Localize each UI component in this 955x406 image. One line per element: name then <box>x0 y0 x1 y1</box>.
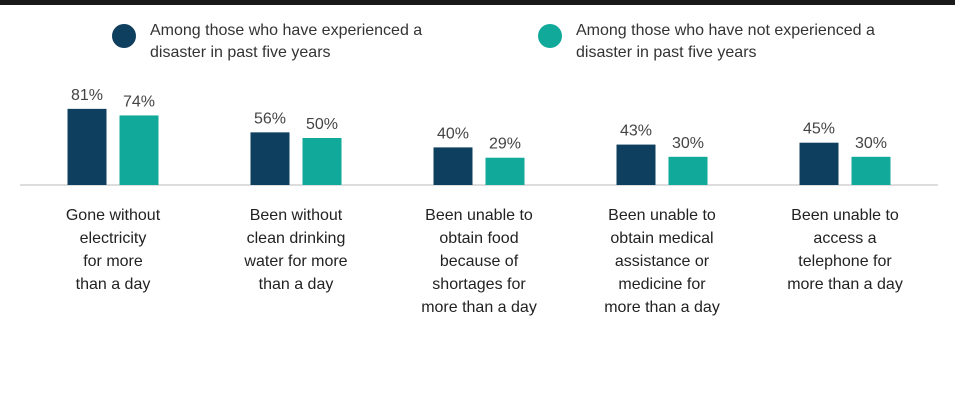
bar-not-experienced-4 <box>851 156 891 185</box>
legend-label-experienced-line2: disaster in past five years <box>150 44 331 61</box>
category-label-3-line-0: Been unable to <box>608 207 716 224</box>
legend-swatch-not-experienced <box>538 24 562 48</box>
data-label-experienced-3: 43% <box>620 123 652 140</box>
category-label-2-line-2: because of <box>439 253 519 270</box>
legend-label-not-experienced-line2: disaster in past five years <box>576 44 757 61</box>
category-label-1-line-3: than a day <box>258 276 334 293</box>
legend-swatch-experienced <box>112 24 136 48</box>
category-label-2-line-4: more than a day <box>421 299 537 316</box>
data-label-not-experienced-0: 74% <box>123 93 155 110</box>
category-label-4: Been unable to access a telephone for more … <box>760 204 930 296</box>
legend-label-experienced: Among those who have experienced a disas… <box>150 20 480 64</box>
legend-label-not-experienced: Among those who have not experienced a d… <box>576 20 906 64</box>
bar-experienced-1 <box>250 132 290 185</box>
legend-label-experienced-line1: Among those who have experienced a <box>150 22 423 39</box>
bar-experienced-2 <box>433 147 473 185</box>
category-label-4-line-3: more than a day <box>787 276 903 293</box>
category-label-0-line-1: electricity <box>79 230 147 247</box>
category-label-1-line-1: clean drinking <box>246 230 346 247</box>
legend: Among those who have experienced a disas… <box>0 20 955 80</box>
bar-experienced-4 <box>799 142 839 185</box>
category-label-1: Been without clean drinking water for more… <box>211 204 381 296</box>
bar-experienced-3 <box>616 144 656 185</box>
bar-not-experienced-3 <box>668 156 708 185</box>
data-label-experienced-1: 56% <box>254 110 286 127</box>
legend-item-not-experienced: Among those who have not experienced a d… <box>538 20 906 64</box>
category-label-1-line-2: water for more <box>244 253 348 270</box>
category-label-0-line-3: than a day <box>75 276 151 293</box>
category-label-3-line-4: more than a day <box>604 299 720 316</box>
category-label-0-line-2: for more <box>83 253 143 270</box>
category-label-2: Been unable to obtain food because of short… <box>394 204 564 319</box>
category-label-3-line-1: obtain medical <box>610 230 714 247</box>
bar-not-experienced-2 <box>485 157 525 185</box>
bar-experienced-0 <box>67 108 107 185</box>
category-label-2-line-0: Been unable to <box>425 207 533 224</box>
data-label-not-experienced-1: 50% <box>306 116 338 133</box>
category-label-0: Gone without electricity for more than a da… <box>28 204 198 296</box>
category-label-3-line-2: assistance or <box>614 253 710 270</box>
category-label-4-line-2: telephone for <box>798 253 892 270</box>
bar-not-experienced-0 <box>119 115 159 185</box>
category-label-4-line-0: Been unable to <box>791 207 899 224</box>
data-label-not-experienced-4: 30% <box>855 135 887 152</box>
data-label-not-experienced-3: 30% <box>672 135 704 152</box>
data-label-experienced-2: 40% <box>437 125 469 142</box>
top-rule <box>0 0 955 5</box>
category-label-0-line-0: Gone without <box>65 207 161 224</box>
category-label-4-line-1: access a <box>813 230 877 247</box>
category-label-3: Been unable to obtain medical assistance o… <box>577 204 747 319</box>
data-label-experienced-0: 81% <box>71 87 103 104</box>
category-label-3-line-3: medicine for <box>618 276 706 293</box>
category-label-1-line-0: Been without <box>249 207 343 224</box>
legend-item-experienced: Among those who have experienced a disas… <box>112 20 480 64</box>
data-label-not-experienced-2: 29% <box>489 136 521 153</box>
legend-label-not-experienced-line1: Among those who have not experienced a <box>576 22 875 39</box>
bar-not-experienced-1 <box>302 138 342 185</box>
data-label-experienced-4: 45% <box>803 121 835 138</box>
category-label-2-line-1: obtain food <box>439 230 519 247</box>
category-label-2-line-3: shortages for <box>432 276 526 293</box>
